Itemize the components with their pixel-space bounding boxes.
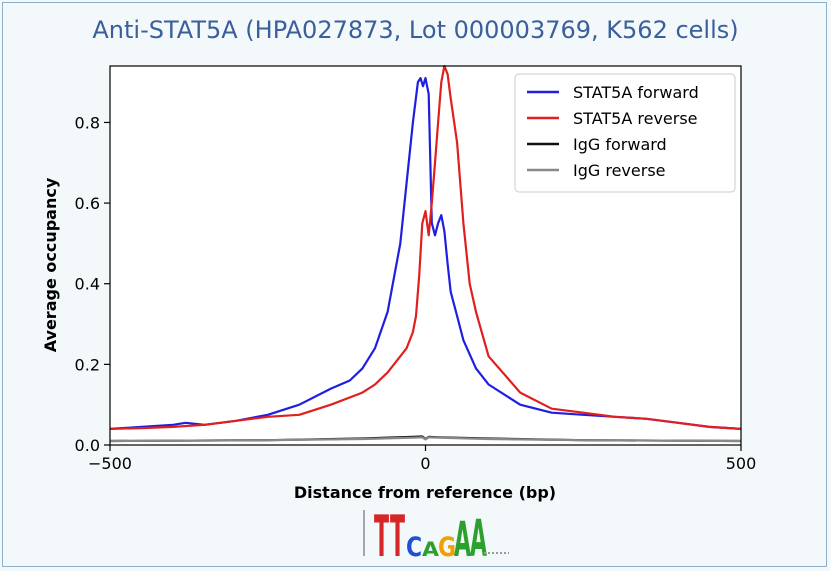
y-tick-label: 0.0 xyxy=(75,436,100,455)
motif-letter: T xyxy=(374,505,389,571)
motif-letter: T xyxy=(390,505,405,571)
x-axis-label: Distance from reference (bp) xyxy=(294,483,556,502)
motif-letter: A xyxy=(454,511,471,568)
motif-letter: G xyxy=(438,531,456,563)
x-tick-label: 500 xyxy=(726,454,757,473)
y-tick-label: 0.4 xyxy=(75,275,100,294)
legend-entry: STAT5A forward xyxy=(573,83,699,102)
series-line-stat5a-reverse xyxy=(109,64,742,430)
legend-entry: IgG reverse xyxy=(573,161,666,180)
series-layer xyxy=(109,64,742,443)
series-line-stat5a-forward xyxy=(109,77,742,430)
x-tick-label: 0 xyxy=(420,454,430,473)
y-tick-label: 0.2 xyxy=(75,355,100,374)
x-tick-label: −500 xyxy=(88,454,132,473)
legend-entry: IgG forward xyxy=(573,135,667,154)
chart-title: Anti-STAT5A (HPA027873, Lot 000003769, K… xyxy=(92,16,739,44)
axes-layer: −500 0 500 0.0 0.2 0.4 0.6 0.8 xyxy=(75,65,757,473)
y-tick-label: 0.8 xyxy=(75,113,100,132)
legend: STAT5A forward STAT5A reverse IgG forward I… xyxy=(514,73,736,193)
series-line-igg-reverse xyxy=(109,436,742,443)
motif-letter: C xyxy=(406,531,422,563)
legend-box xyxy=(514,73,736,193)
y-axis-label: Average occupancy xyxy=(41,177,60,352)
y-tick-label: 0.6 xyxy=(75,194,100,213)
legend-entry: STAT5A reverse xyxy=(573,109,698,128)
motif-letter: A xyxy=(422,538,440,561)
motif-letter: A xyxy=(470,511,487,569)
